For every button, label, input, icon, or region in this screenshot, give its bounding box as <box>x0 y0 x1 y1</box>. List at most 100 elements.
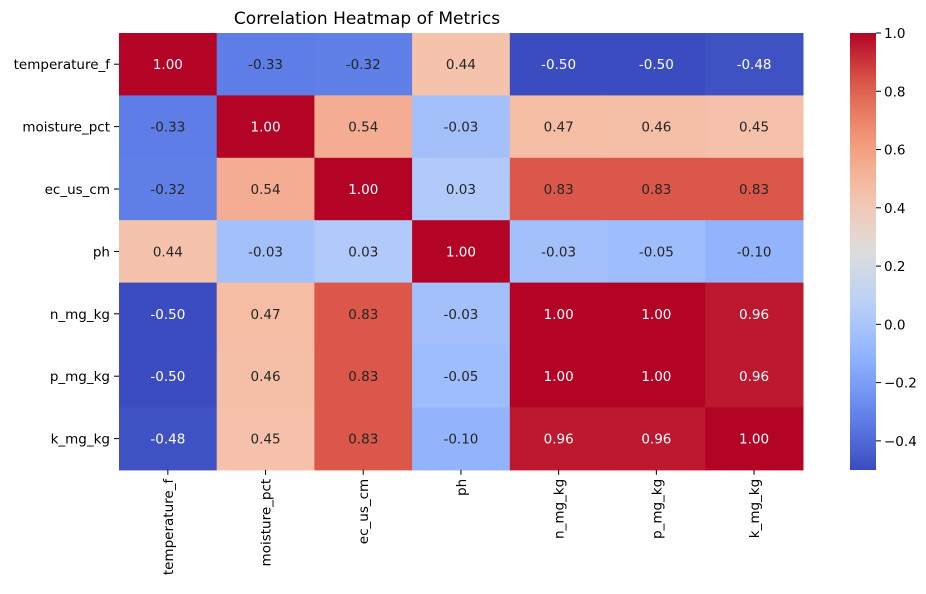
heatmap-cell-ph-n_mg_kg <box>509 220 609 284</box>
cell-value-label: 0.47 <box>251 307 281 323</box>
heatmap-cell-k_mg_kg-ec_us_cm <box>314 407 413 471</box>
x-tick-label-ec_us_cm: ec_us_cm <box>356 479 372 544</box>
heatmap-cell-n_mg_kg-temperature_f <box>119 282 218 346</box>
heatmap-cell-moisture_pct-p_mg_kg <box>607 95 706 159</box>
colorbar: 1.0 0.8 0.6 0.4 0.2 0.0 −0.2 −0.4 <box>850 26 917 470</box>
colorbar-gradient <box>850 33 876 470</box>
heatmap-cell-ph-k_mg_kg <box>705 220 804 284</box>
cell-value-label: -0.10 <box>443 432 478 448</box>
cell-value-label: 0.96 <box>739 369 769 385</box>
x-tick-label-moisture_pct: moisture_pct <box>259 479 275 567</box>
heatmap-cell-ph-temperature_f <box>119 220 218 284</box>
cell-value-label: 0.45 <box>251 432 281 448</box>
heatmap-cell-ec_us_cm-temperature_f <box>119 157 218 221</box>
cell-value-label: 0.96 <box>641 432 671 448</box>
heatmap-cell-p_mg_kg-k_mg_kg <box>705 345 804 408</box>
colorbar-tick-label: 0.4 <box>884 201 905 217</box>
cell-value-label: 0.44 <box>446 57 476 73</box>
heatmap-cell-temperature_f-n_mg_kg <box>509 33 609 96</box>
heatmap-cell-moisture_pct-k_mg_kg <box>705 95 804 159</box>
cell-value-label: 1.00 <box>641 307 671 323</box>
cell-value-label: -0.48 <box>150 432 185 448</box>
heatmap-cell-moisture_pct-ec_us_cm <box>314 95 413 159</box>
cell-value-label: 0.46 <box>251 369 281 385</box>
cell-value-label: -0.33 <box>248 57 283 73</box>
heatmap-cell-temperature_f-ph <box>412 33 511 96</box>
cell-value-label: 0.03 <box>446 182 476 198</box>
cell-value-label: -0.03 <box>541 244 576 260</box>
y-tick-label-ec_us_cm: ec_us_cm <box>45 182 110 198</box>
heatmap-cell-p_mg_kg-p_mg_kg <box>607 345 706 408</box>
cell-value-label: 0.46 <box>641 120 671 136</box>
cell-value-label: 0.44 <box>153 244 183 260</box>
cell-value-label: 0.45 <box>739 120 769 136</box>
heatmap-cell-ec_us_cm-p_mg_kg <box>607 157 706 221</box>
cell-value-label: 1.00 <box>251 120 281 136</box>
y-tick-label-ph: ph <box>93 244 110 260</box>
cell-value-label: 0.83 <box>348 369 378 385</box>
cell-value-label: 0.54 <box>348 120 378 136</box>
y-tick-label-n_mg_kg: n_mg_kg <box>50 307 110 323</box>
cell-value-label: -0.03 <box>443 307 478 323</box>
heatmap-cell-k_mg_kg-k_mg_kg <box>705 407 804 471</box>
cell-value-label: 0.96 <box>739 307 769 323</box>
x-tick-label-temperature_f: temperature_f <box>161 478 177 576</box>
cell-value-label: 1.00 <box>641 369 671 385</box>
heatmap-cell-n_mg_kg-k_mg_kg <box>705 282 804 346</box>
colorbar-tick-label: 0.8 <box>884 84 905 100</box>
cell-value-label: -0.10 <box>737 244 772 260</box>
cell-value-label: -0.50 <box>150 369 185 385</box>
y-tick-label-moisture_pct: moisture_pct <box>22 120 110 136</box>
heatmap-cell-p_mg_kg-ph <box>412 345 511 408</box>
heatmap-cell-temperature_f-k_mg_kg <box>705 33 804 96</box>
cell-value-label: 1.00 <box>544 369 574 385</box>
heatmap-cell-temperature_f-p_mg_kg <box>607 33 706 96</box>
colorbar-tick-label: −0.2 <box>884 376 917 392</box>
y-tick-label-k_mg_kg: k_mg_kg <box>51 432 110 448</box>
heatmap-cell-temperature_f-temperature_f <box>119 33 218 96</box>
y-tick-label-p_mg_kg: p_mg_kg <box>50 369 110 385</box>
heatmap-cell-moisture_pct-temperature_f <box>119 95 218 159</box>
cell-value-label: 1.00 <box>446 244 476 260</box>
cell-value-label: -0.32 <box>150 182 185 198</box>
heatmap-cell-n_mg_kg-ec_us_cm <box>314 282 413 346</box>
heatmap-cell-p_mg_kg-ec_us_cm <box>314 345 413 408</box>
colorbar-tick-label: 0.2 <box>884 259 905 275</box>
cell-value-label: 0.47 <box>544 120 574 136</box>
heatmap-cell-ec_us_cm-ph <box>412 157 511 221</box>
heatmap-cell-k_mg_kg-ph <box>412 407 511 471</box>
cell-value-label: 0.83 <box>348 307 378 323</box>
heatmap-cell-ph-ec_us_cm <box>314 220 413 284</box>
heatmap-cell-ec_us_cm-n_mg_kg <box>509 157 609 221</box>
heatmap-cell-n_mg_kg-n_mg_kg <box>509 282 609 346</box>
heatmap-cell-ec_us_cm-ec_us_cm <box>314 157 413 221</box>
heatmap-cell-n_mg_kg-p_mg_kg <box>607 282 706 346</box>
cell-value-label: 0.83 <box>544 182 574 198</box>
heatmap-cell-moisture_pct-ph <box>412 95 511 159</box>
heatmap-cell-p_mg_kg-n_mg_kg <box>509 345 609 408</box>
colorbar-tick-label: −0.4 <box>884 434 917 450</box>
x-tick-label-n_mg_kg: n_mg_kg <box>552 479 568 539</box>
cell-value-label: -0.03 <box>248 244 283 260</box>
colorbar-tick-label: 0.0 <box>884 317 905 333</box>
cell-value-label: 0.83 <box>739 182 769 198</box>
cell-value-label: 1.00 <box>153 57 183 73</box>
x-axis-ticks: temperature_f moisture_pct ec_us_cm ph n_mg_… <box>161 469 763 576</box>
heatmap-cell-temperature_f-ec_us_cm <box>314 33 413 96</box>
cell-value-label: 0.83 <box>348 432 378 448</box>
colorbar-tick-label: 0.6 <box>884 143 905 159</box>
cell-value-label: 1.00 <box>544 307 574 323</box>
cell-value-label: -0.03 <box>443 120 478 136</box>
cell-value-label: 0.96 <box>544 432 574 448</box>
x-tick-label-k_mg_kg: k_mg_kg <box>747 479 763 538</box>
cell-value-label: -0.05 <box>639 244 674 260</box>
x-tick-label-p_mg_kg: p_mg_kg <box>649 479 665 539</box>
heatmap-cell-ph-ph <box>412 220 511 284</box>
cell-value-label: -0.33 <box>150 120 185 136</box>
heatmap-cell-temperature_f-moisture_pct <box>216 33 315 96</box>
heatmap-cell-ec_us_cm-k_mg_kg <box>705 157 804 221</box>
cell-value-label: -0.05 <box>443 369 478 385</box>
heatmap-cell-k_mg_kg-moisture_pct <box>216 407 315 471</box>
